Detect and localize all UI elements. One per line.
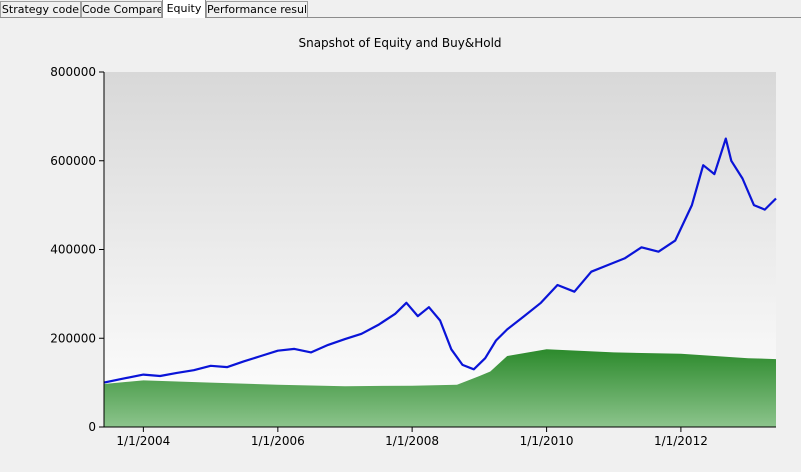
x-tick-label: 1/1/2010	[520, 434, 574, 448]
tab-code-compare[interactable]: Code Compare	[81, 1, 162, 17]
x-tick-label: 1/1/2006	[251, 434, 305, 448]
y-tick-label: 0	[88, 420, 96, 434]
chart-axes: 0 200000 400000 600000 800000 1/1/2004 1/1/200…	[50, 65, 776, 448]
x-tick-label: 1/1/2008	[385, 434, 439, 448]
y-tick-label: 200000	[50, 331, 96, 345]
chart-marks	[103, 137, 777, 427]
x-tick-label: 1/1/2012	[654, 434, 708, 448]
tab-bar: Strategy code Code Compare Equity Perfor…	[0, 0, 801, 18]
tab-strategy-code[interactable]: Strategy code	[0, 1, 81, 17]
tab-equity[interactable]: Equity	[162, 0, 206, 18]
chart-title: Snapshot of Equity and Buy&Hold	[298, 36, 501, 50]
buyhold-area	[104, 349, 776, 427]
y-tick-label: 400000	[50, 243, 96, 257]
y-tick-label: 800000	[50, 65, 96, 79]
equity-line	[103, 137, 777, 384]
y-tick-label: 600000	[50, 154, 96, 168]
x-tick-label: 1/1/2004	[116, 434, 170, 448]
tab-performance-results[interactable]: Performance results	[206, 1, 308, 17]
